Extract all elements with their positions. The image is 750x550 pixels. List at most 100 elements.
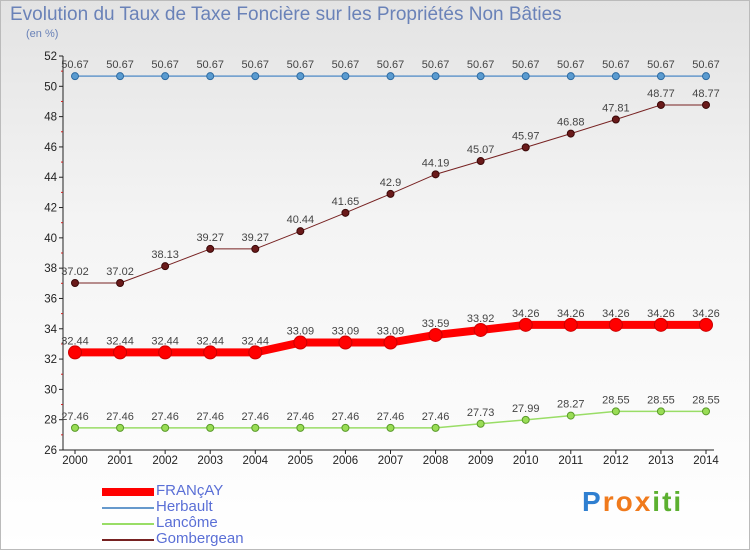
data-point	[296, 227, 305, 236]
data-point	[293, 335, 308, 350]
y-tick-label: 32	[44, 354, 57, 366]
data-label: 34.26	[557, 308, 585, 320]
data-point	[608, 317, 623, 332]
y-tick-label: 34	[44, 324, 57, 336]
data-point	[71, 423, 79, 432]
data-label: 27.46	[332, 411, 360, 423]
data-point	[476, 419, 485, 428]
data-label: 27.46	[196, 411, 224, 423]
data-point	[611, 115, 620, 124]
data-label: 27.46	[422, 411, 450, 423]
data-label: 28.55	[602, 394, 630, 406]
x-tick-label: 2005	[288, 455, 314, 467]
data-point	[341, 208, 350, 217]
y-tick-label: 28	[44, 415, 57, 427]
data-label: 42.9	[380, 177, 401, 189]
x-tick-label: 2010	[513, 455, 539, 467]
data-label: 33.92	[467, 313, 495, 325]
x-tick-label: 2002	[152, 455, 178, 467]
data-label: 38.13	[151, 249, 179, 261]
data-point	[206, 244, 215, 253]
data-label: 47.81	[602, 102, 630, 114]
data-label: 32.44	[196, 335, 224, 347]
data-label: 27.46	[61, 411, 89, 423]
chart-unit-label: (en %)	[26, 28, 59, 40]
data-point	[611, 72, 620, 81]
data-point	[113, 345, 128, 360]
data-label: 45.97	[512, 130, 540, 142]
data-label: 39.27	[242, 232, 270, 244]
data-label: 27.46	[377, 411, 405, 423]
y-tick-label: 44	[44, 172, 57, 184]
data-point	[341, 423, 350, 432]
data-point	[251, 72, 260, 81]
series-lancme: 27.46 27.46 27.46 27.46 27.46 27.46 27.46 27.46…	[61, 394, 720, 432]
data-point	[251, 244, 260, 253]
data-label: 50.67	[602, 59, 630, 71]
data-point	[248, 345, 263, 360]
data-label: 34.26	[692, 308, 720, 320]
data-point	[563, 317, 578, 332]
data-point	[656, 72, 665, 81]
data-point	[161, 72, 170, 81]
data-point	[653, 317, 668, 332]
y-tick-label: 38	[44, 263, 57, 275]
data-point	[521, 72, 530, 81]
data-point	[566, 129, 575, 138]
data-label: 34.26	[647, 308, 675, 320]
data-point	[203, 345, 218, 360]
data-label: 50.67	[61, 59, 89, 71]
data-label: 50.67	[151, 59, 179, 71]
data-point	[158, 345, 173, 360]
y-tick-label: 30	[44, 384, 57, 396]
data-point	[296, 72, 305, 81]
x-tick-label: 2000	[62, 455, 88, 467]
data-label: 33.09	[287, 326, 315, 338]
data-label: 32.44	[242, 335, 270, 347]
data-label: 37.02	[106, 266, 134, 278]
data-label: 48.77	[692, 88, 720, 100]
logo-letter: t	[662, 486, 674, 517]
data-label: 50.67	[422, 59, 450, 71]
data-label: 27.73	[467, 407, 495, 419]
y-tick-label: 36	[44, 293, 57, 305]
data-label: 33.59	[422, 318, 450, 330]
x-tick-label: 2006	[333, 455, 359, 467]
data-label: 28.27	[557, 399, 585, 411]
data-point	[476, 72, 485, 81]
logo-letter: r	[602, 486, 616, 517]
x-tick-label: 2007	[378, 455, 404, 467]
data-point	[702, 72, 710, 81]
series-gombergean: 37.02 37.02 38.13 39.27 39.27 40.44 41.65 42.9 4…	[61, 88, 720, 288]
y-tick-label: 40	[44, 233, 57, 245]
y-tick-label: 50	[44, 81, 57, 93]
data-label: 32.44	[61, 335, 89, 347]
data-point	[428, 327, 443, 342]
data-label: 33.09	[332, 326, 360, 338]
data-point	[206, 423, 215, 432]
data-label: 50.67	[332, 59, 360, 71]
chart-title: Evolution du Taux de Taxe Foncière sur l…	[10, 4, 562, 25]
x-tick-label: 2011	[558, 455, 583, 467]
data-label: 27.46	[287, 411, 315, 423]
data-point	[386, 72, 395, 81]
data-label: 50.67	[647, 59, 675, 71]
logo-letter: o	[615, 486, 635, 517]
data-point	[251, 423, 260, 432]
data-point	[431, 72, 440, 81]
data-label: 50.67	[287, 59, 315, 71]
data-point	[386, 423, 395, 432]
data-point	[566, 411, 575, 420]
data-label: 50.67	[377, 59, 405, 71]
x-tick-label: 2001	[107, 455, 133, 467]
data-point	[383, 335, 398, 350]
data-label: 50.67	[512, 59, 540, 71]
data-label: 27.99	[512, 403, 540, 415]
data-label: 28.55	[647, 394, 675, 406]
data-label: 50.67	[106, 59, 134, 71]
legend-label: Lancôme	[156, 514, 218, 531]
data-label: 27.46	[106, 411, 134, 423]
data-label: 40.44	[287, 214, 315, 226]
logo-letter: i	[652, 486, 663, 517]
data-label: 50.67	[692, 59, 720, 71]
